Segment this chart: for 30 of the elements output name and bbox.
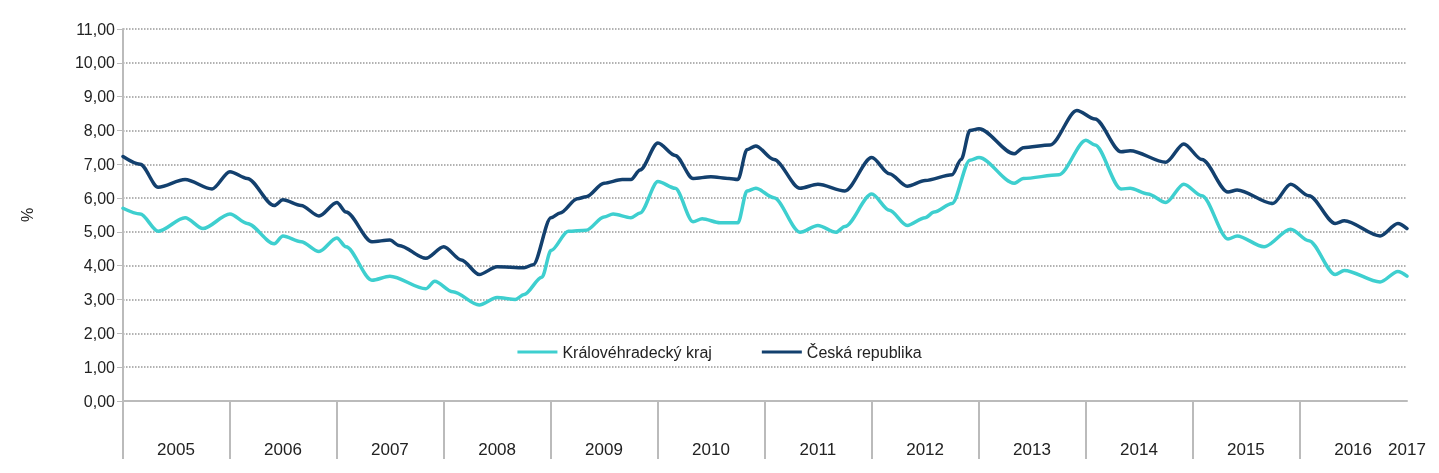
y-tick-label: 1,00 <box>83 358 116 376</box>
y-tick-label: 9,00 <box>83 88 116 106</box>
x-tick-label: 2009 <box>585 440 623 459</box>
x-tick-label: 2017 <box>1388 440 1426 459</box>
x-tick-label: 2013 <box>1013 440 1051 459</box>
x-tick-label: 2011 <box>799 440 837 459</box>
x-tick-label: 2007 <box>370 440 409 459</box>
y-tick-label: 2,00 <box>83 324 116 342</box>
x-tick-label: 2008 <box>478 440 517 459</box>
legend-label: Královéhradecký kraj <box>562 343 712 361</box>
x-tick-label: 2015 <box>1226 440 1265 459</box>
legend-label: Česká republika <box>806 342 922 361</box>
y-tick-label: 6,00 <box>83 189 116 207</box>
y-tick-label: 11,00 <box>76 20 116 38</box>
y-tick-label: 10,00 <box>74 54 116 72</box>
line-series <box>121 138 1409 307</box>
x-tick-label: 2010 <box>692 440 730 459</box>
x-tick-label: 2012 <box>906 440 945 459</box>
y-tick-label: 3,00 <box>83 291 116 309</box>
y-tick-label: 7,00 <box>83 155 116 173</box>
x-tick-label: 2016 <box>1334 440 1373 459</box>
y-tick-label: 8,00 <box>83 121 116 139</box>
y-tick-label: 5,00 <box>83 223 116 241</box>
x-tick-label: 2005 <box>157 440 195 459</box>
x-tick-label: 2014 <box>1120 440 1158 459</box>
y-tick-label: 4,00 <box>83 257 116 275</box>
y-tick-label: 0,00 <box>83 392 116 410</box>
y-axis-title: % <box>18 207 36 223</box>
line-series <box>121 108 1409 277</box>
x-tick-label: 2006 <box>264 440 302 459</box>
